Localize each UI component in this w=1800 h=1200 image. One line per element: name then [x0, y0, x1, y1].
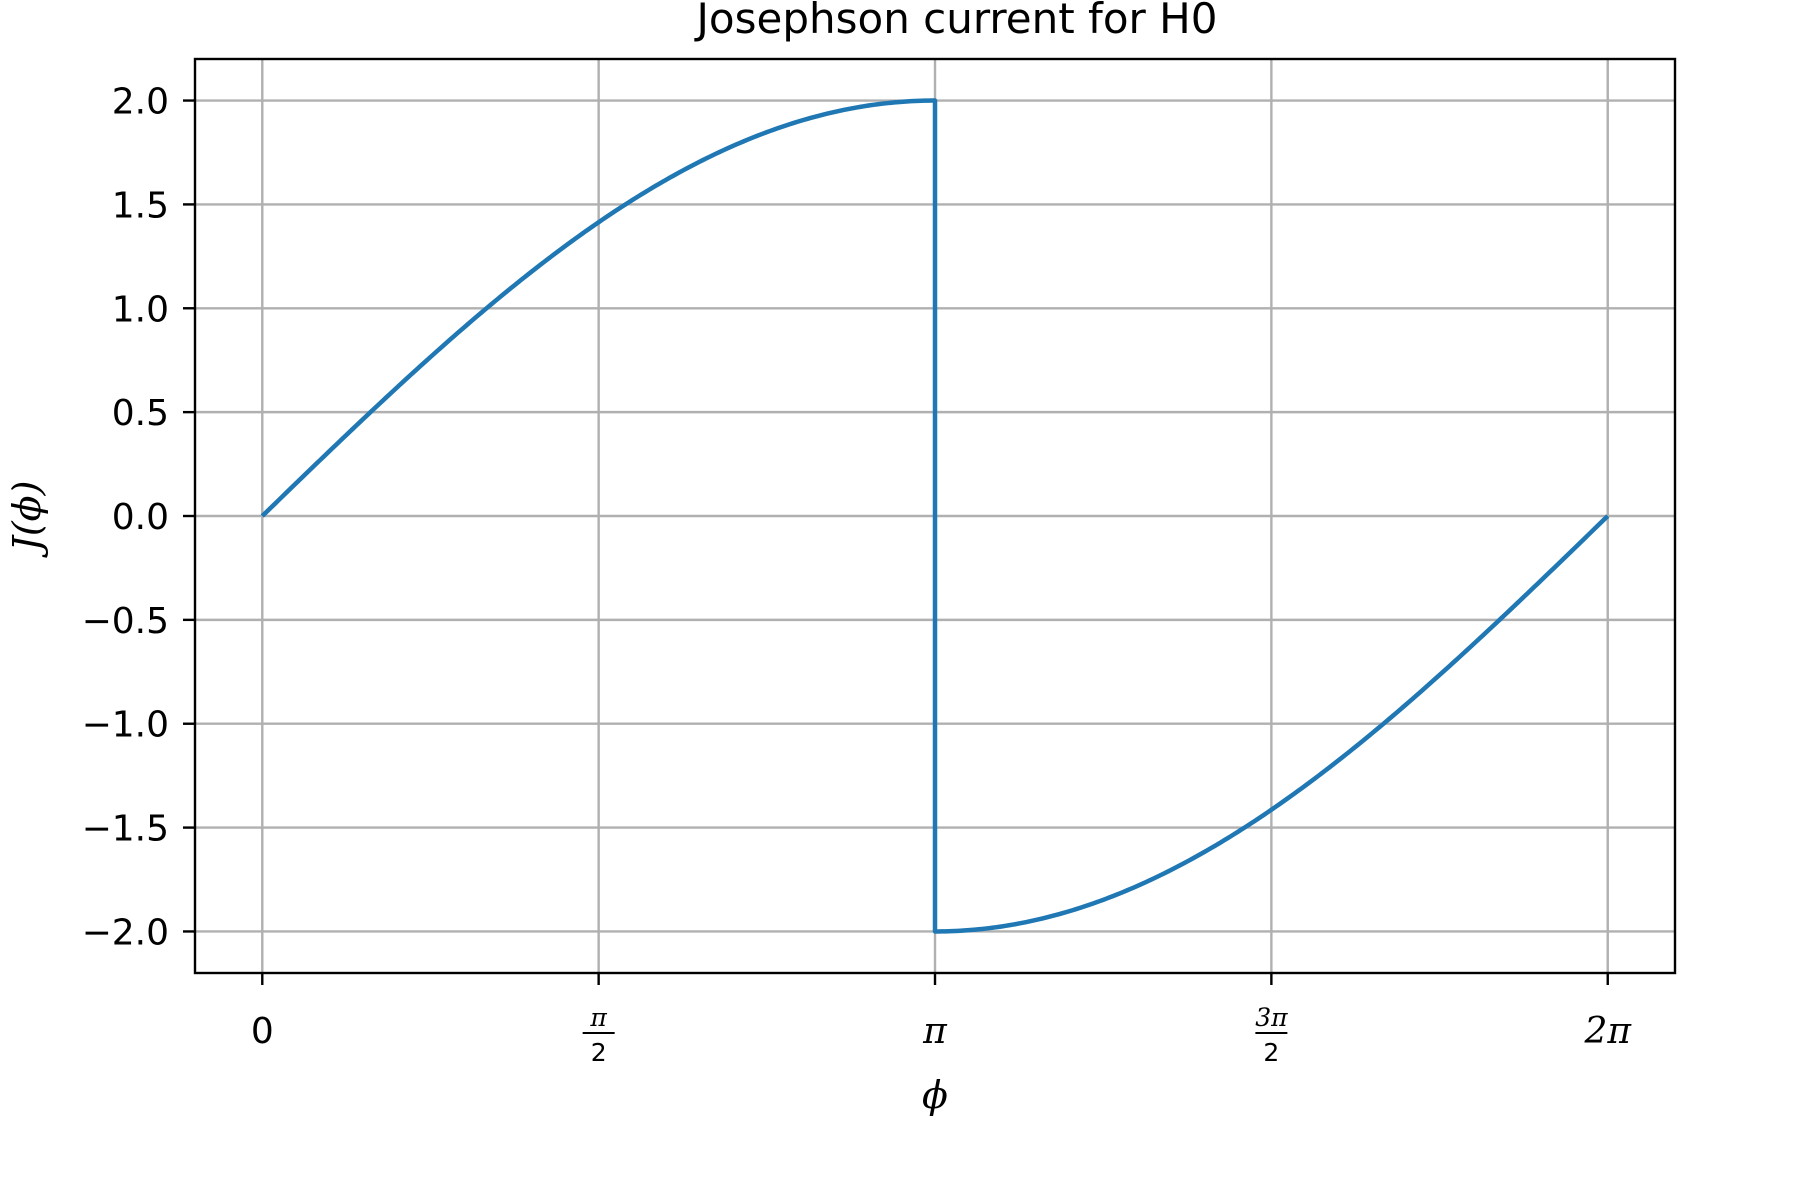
y-tick-label: 2.0: [112, 82, 169, 123]
y-tick-label: 0.0: [112, 497, 169, 538]
x-axis-label: ϕ: [922, 1073, 948, 1117]
series-line: [260, 98, 1610, 934]
y-tick-label: −0.5: [82, 601, 169, 642]
x-tick-label: 2π: [1583, 1011, 1632, 1052]
y-tick-label: −1.0: [82, 705, 169, 746]
y-tick-label: 1.5: [112, 185, 169, 226]
y-tick-label: 1.0: [112, 289, 169, 330]
x-tick-label-denominator: 2: [1263, 1038, 1279, 1067]
x-tick-label-numerator: 3π: [1255, 1003, 1288, 1032]
y-tick-label: −1.5: [82, 809, 169, 850]
x-tick-label: π: [922, 1011, 948, 1052]
x-tick-label-numerator: π: [589, 1003, 607, 1032]
x-tick-label: 3π2: [1255, 1003, 1288, 1067]
x-tick-label-denominator: 2: [591, 1038, 607, 1067]
y-tick-label: 0.5: [112, 393, 169, 434]
plot-area: [260, 98, 1610, 934]
x-tick-label: 0: [251, 1011, 274, 1052]
y-axis-label: J(ϕ): [5, 481, 49, 559]
y-tick-label: −2.0: [82, 912, 169, 953]
chart-title: Josephson current for H0: [694, 0, 1218, 43]
x-tick-label: π2: [582, 1003, 615, 1067]
